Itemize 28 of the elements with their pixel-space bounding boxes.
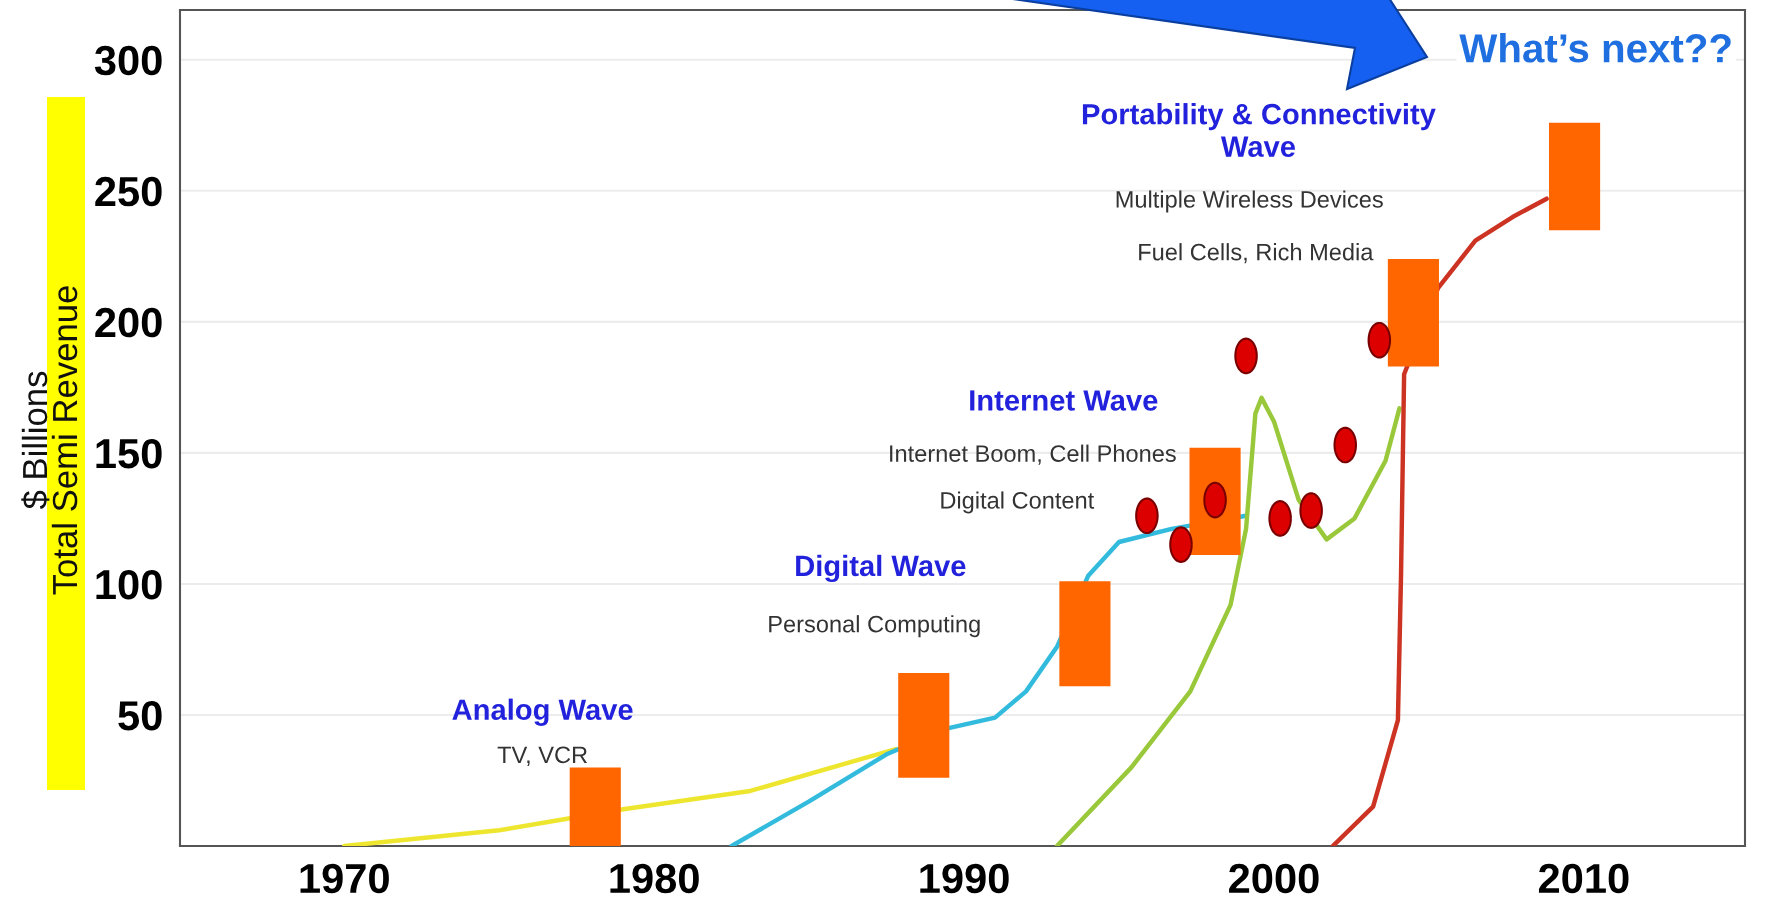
annotation: Internet Wave [970, 390, 1158, 411]
y-tick-label: 300 [94, 45, 162, 76]
annotation: What’s next?? [1459, 33, 1731, 63]
annotation: Personal Computing [769, 615, 980, 638]
annotation: Analog Wave [452, 698, 633, 726]
annotation: Digital Content [941, 491, 1095, 514]
y-axis-title: $ Billions Total Semi Revenue [21, 286, 78, 595]
x-tick-label: 1990 [920, 863, 1009, 894]
y-tick-label: 50 [118, 700, 162, 731]
annotation: Portability & Connectivity Wave [1082, 103, 1436, 157]
x-tick-label: 2000 [1229, 863, 1319, 894]
bar [569, 767, 621, 846]
annotation: TV, VCR [497, 746, 588, 767]
annotation: Digital Wave [796, 554, 966, 583]
x-tick-label: 1970 [300, 863, 389, 894]
x-tick-label: 2010 [1538, 863, 1629, 894]
y-tick-label: 150 [96, 438, 162, 469]
annotation: Multiple Wireless Devices [1116, 190, 1383, 213]
annotation: Internet Boom, Cell Phones [890, 444, 1176, 465]
annotation: Fuel Cells, Rich Media [1139, 243, 1374, 264]
bar [1387, 258, 1439, 367]
bar [1548, 122, 1601, 231]
bar [898, 673, 950, 778]
y-tick-label: 100 [96, 569, 162, 600]
y-tick-label: 200 [95, 307, 162, 338]
y-tick-label: 250 [95, 176, 162, 207]
x-tick-label: 1980 [610, 863, 699, 894]
bar [1059, 581, 1111, 687]
